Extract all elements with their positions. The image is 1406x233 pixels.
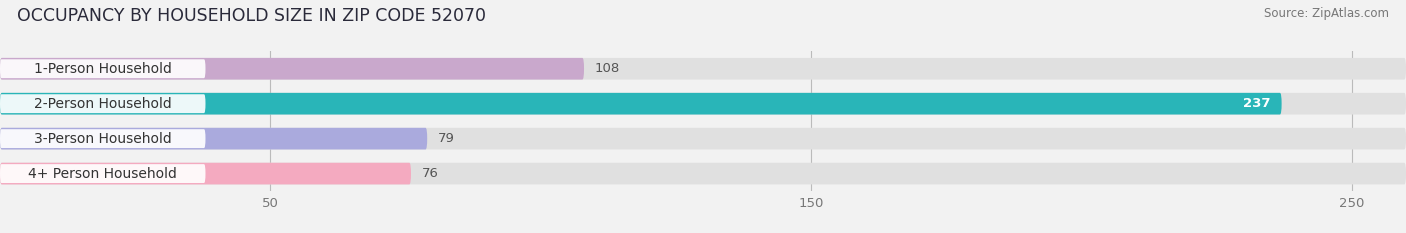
FancyBboxPatch shape xyxy=(0,164,205,183)
FancyBboxPatch shape xyxy=(0,59,205,78)
FancyBboxPatch shape xyxy=(0,93,1282,115)
Text: 108: 108 xyxy=(595,62,620,75)
FancyBboxPatch shape xyxy=(0,128,427,150)
FancyBboxPatch shape xyxy=(0,128,1406,150)
FancyBboxPatch shape xyxy=(0,129,205,148)
Text: 76: 76 xyxy=(422,167,439,180)
Text: 3-Person Household: 3-Person Household xyxy=(34,132,172,146)
FancyBboxPatch shape xyxy=(0,58,1406,80)
FancyBboxPatch shape xyxy=(0,58,583,80)
FancyBboxPatch shape xyxy=(0,93,1406,115)
FancyBboxPatch shape xyxy=(0,94,205,113)
FancyBboxPatch shape xyxy=(0,163,1406,185)
FancyBboxPatch shape xyxy=(0,163,411,185)
Text: 2-Person Household: 2-Person Household xyxy=(34,97,172,111)
Text: Source: ZipAtlas.com: Source: ZipAtlas.com xyxy=(1264,7,1389,20)
Text: 4+ Person Household: 4+ Person Household xyxy=(28,167,177,181)
Text: 1-Person Household: 1-Person Household xyxy=(34,62,172,76)
Text: 237: 237 xyxy=(1243,97,1271,110)
Text: 79: 79 xyxy=(439,132,456,145)
Text: OCCUPANCY BY HOUSEHOLD SIZE IN ZIP CODE 52070: OCCUPANCY BY HOUSEHOLD SIZE IN ZIP CODE … xyxy=(17,7,486,25)
